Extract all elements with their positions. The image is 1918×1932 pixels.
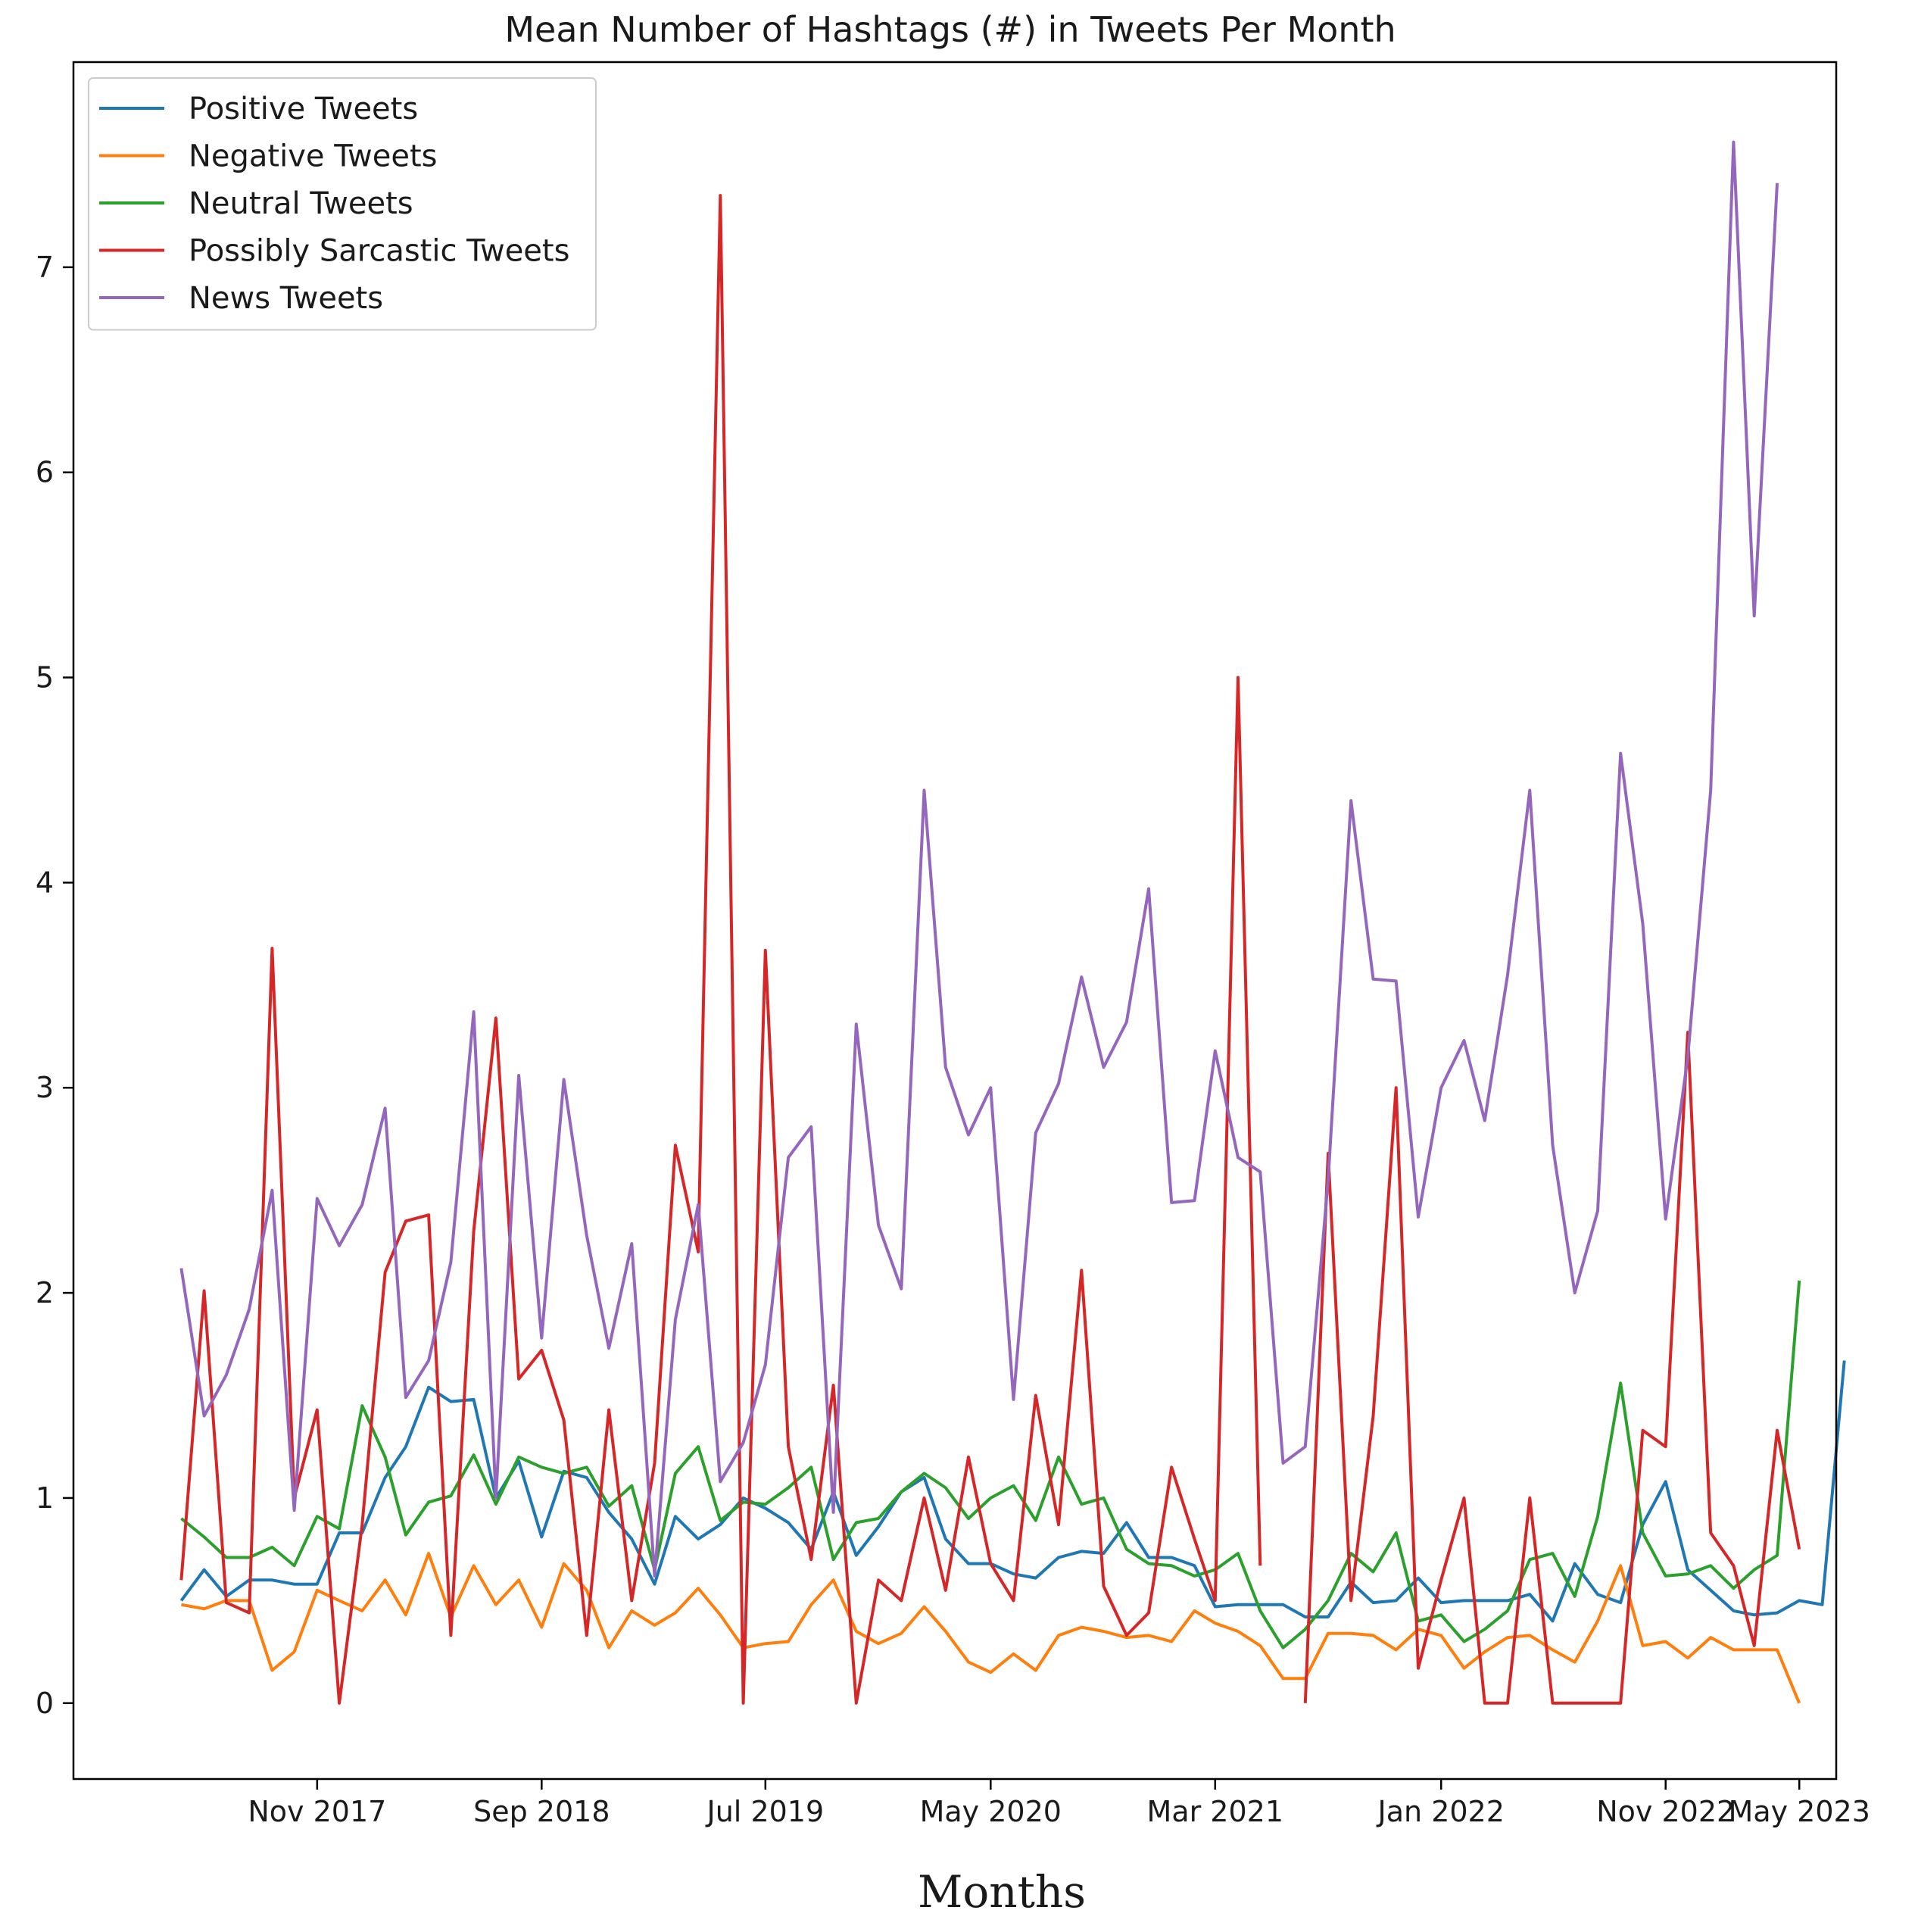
x-tick-label: Sep 2018 [473,1795,610,1828]
y-tick-label: 0 [36,1687,54,1720]
y-tick-label: 7 [36,251,54,284]
y-tick-label: 1 [36,1481,54,1515]
legend-box [88,77,597,331]
x-tick-label: Jan 2022 [1377,1795,1505,1828]
x-tick-label: May 2023 [1729,1795,1870,1828]
y-axis: 0 1 2 3 4 5 6 7 [36,251,73,1720]
legend: Positive Tweets Negative Tweets Neutral Tw… [88,77,597,331]
legend-label: Possibly Sarcastic Tweets [189,234,569,269]
x-tick-label: Mar 2021 [1147,1795,1283,1828]
x-tick-label: Nov 2017 [248,1795,386,1828]
y-tick-label: 3 [36,1071,54,1104]
series-line [179,140,1779,1578]
legend-label: Positive Tweets [189,92,418,126]
y-tick-label: 6 [36,456,54,489]
series-layer [179,140,1846,1705]
x-axis-label: Months [918,1866,1086,1918]
x-tick-label: May 2020 [920,1795,1062,1828]
series-2 [180,1280,1801,1650]
legend-label: Neutral Tweets [189,186,413,221]
series-3 [179,194,1801,1705]
y-tick-label: 4 [36,866,54,899]
x-tick-label: Nov 2022 [1596,1795,1735,1828]
series-line [179,194,1801,1705]
y-tick-label: 5 [36,661,54,694]
series-line [180,1280,1801,1650]
x-tick-label: Jul 2019 [706,1795,825,1828]
chart-title: Mean Number of Hashtags (#) in Tweets Pe… [504,9,1396,50]
legend-label: Negative Tweets [189,139,438,174]
x-axis: Nov 2017 Sep 2018 Jul 2019 May 2020 Mar 2021… [248,1779,1870,1828]
series-4 [179,140,1779,1578]
plot-frame [72,61,1838,1781]
legend-label: News Tweets [189,281,383,316]
y-tick-label: 2 [36,1276,54,1309]
